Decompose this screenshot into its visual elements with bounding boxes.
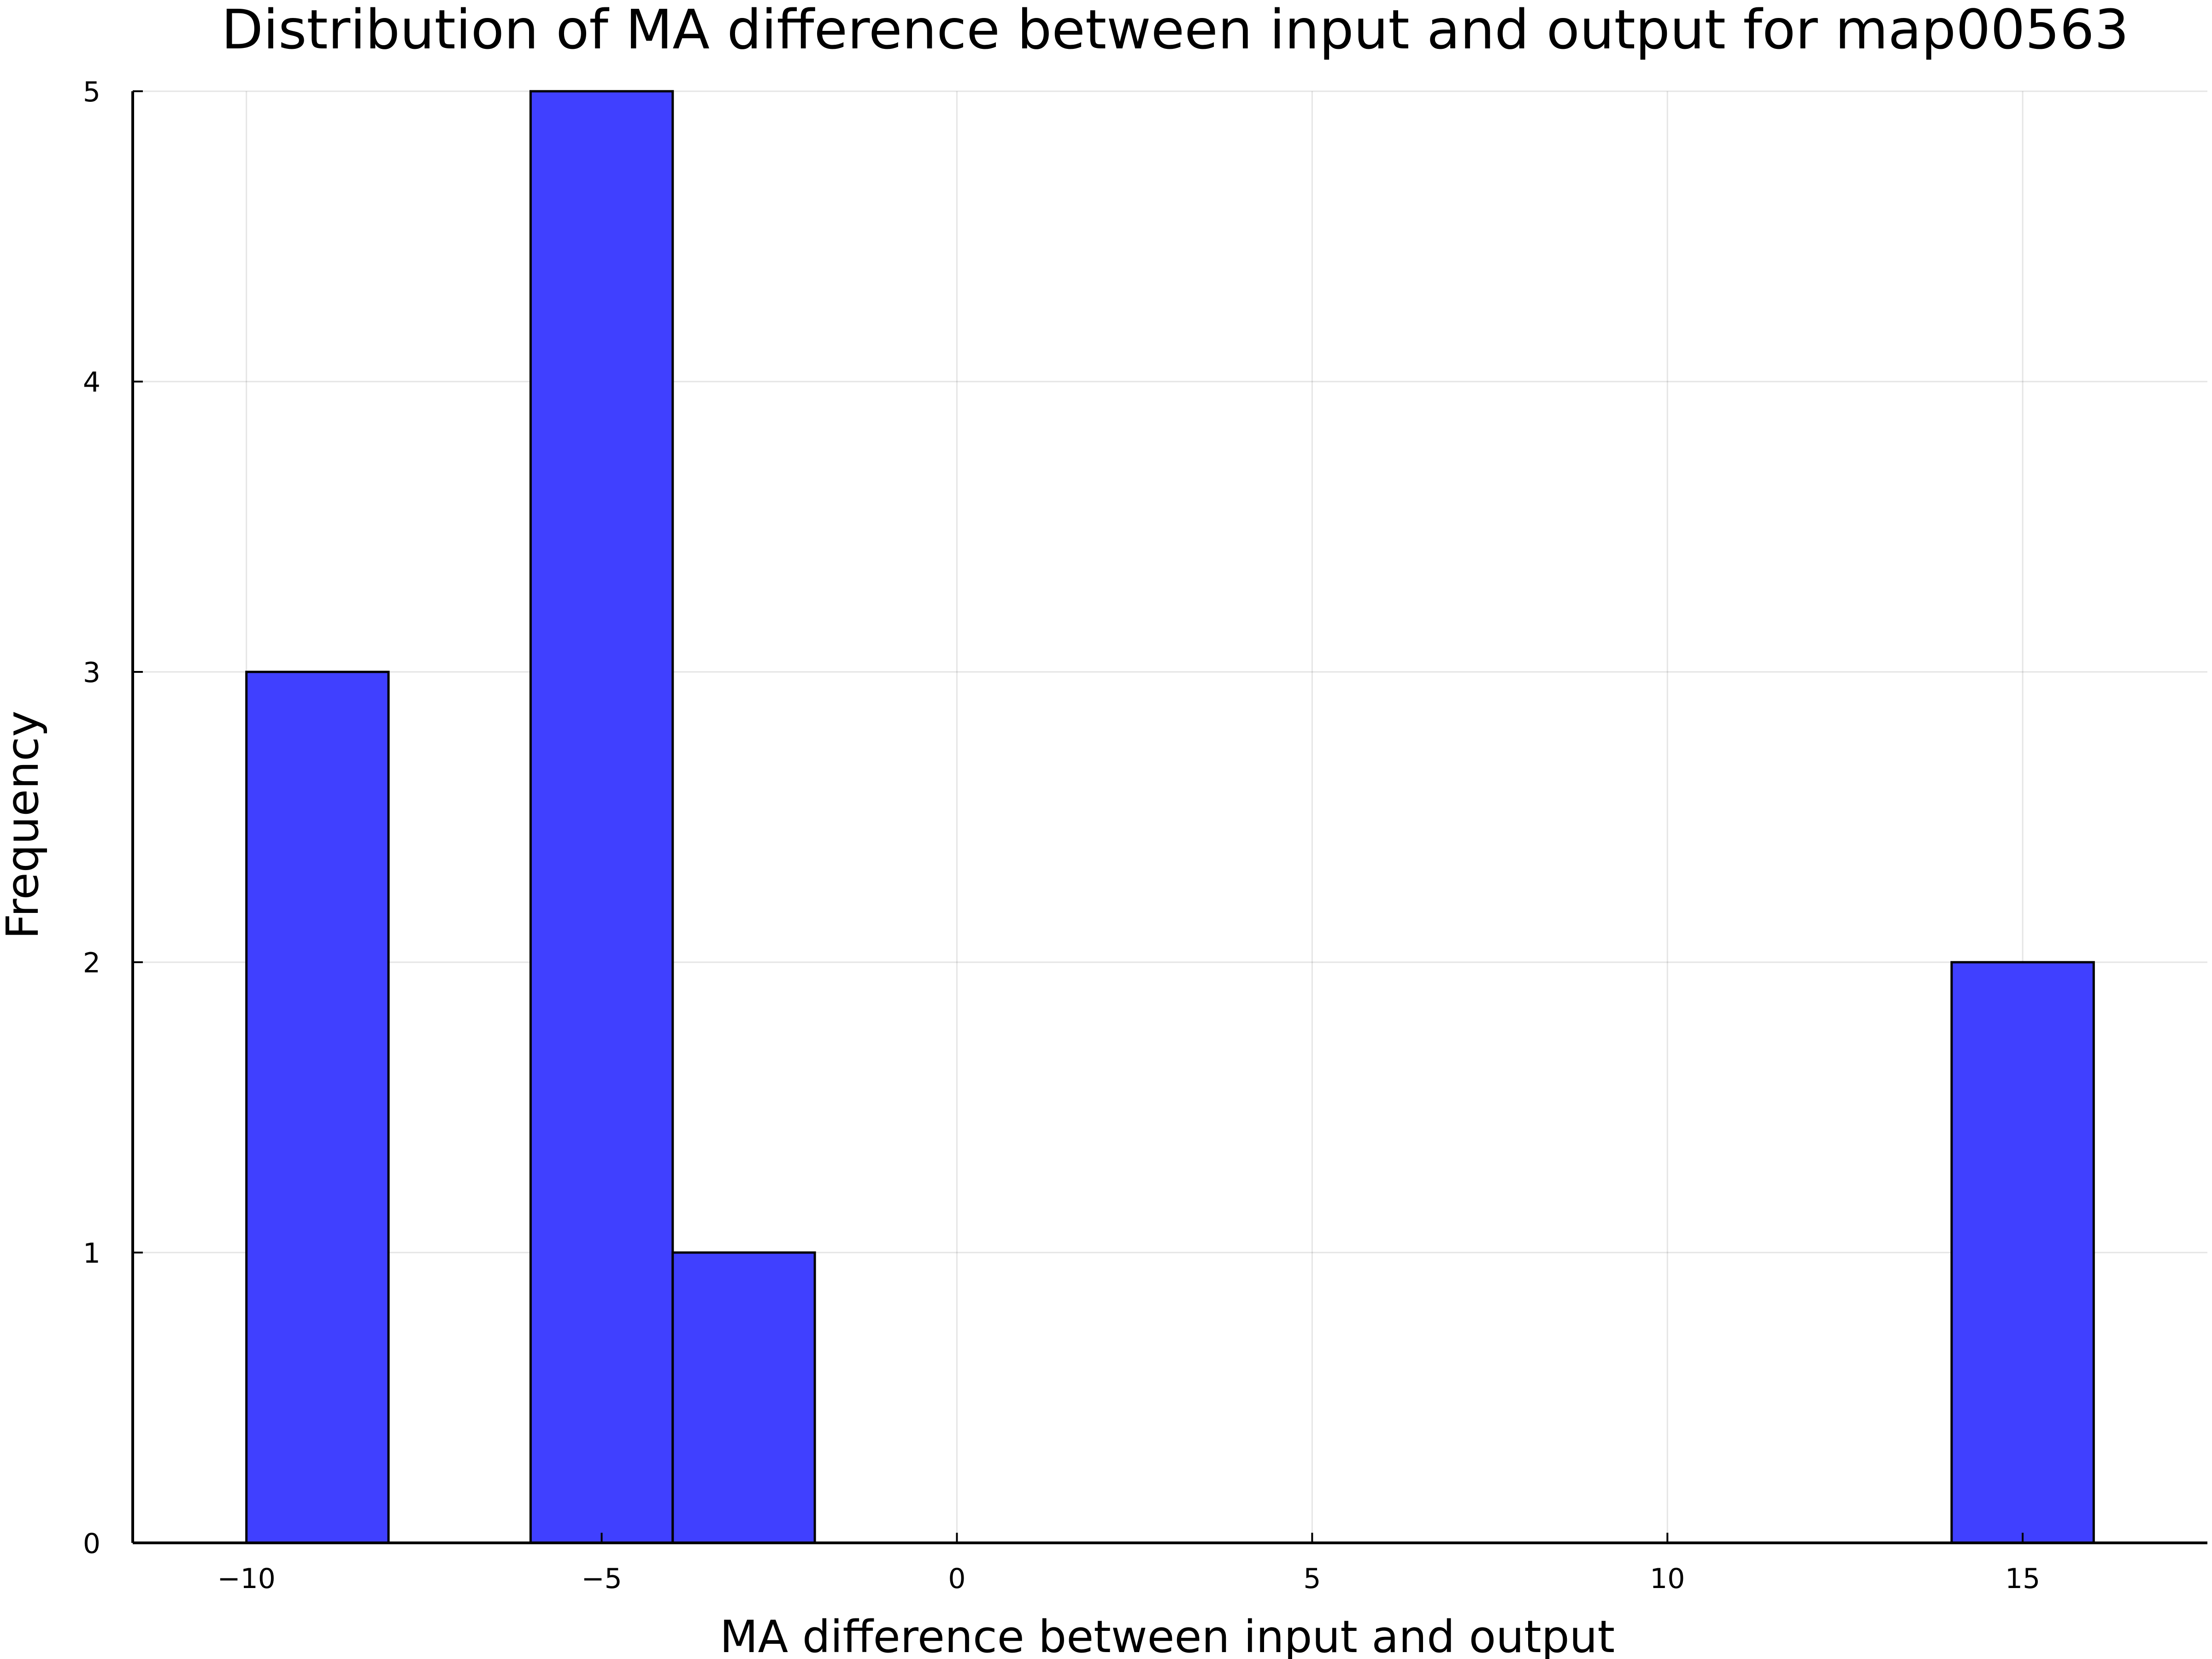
- y-tick-label: 3: [83, 657, 100, 689]
- y-tick-label: 1: [83, 1237, 100, 1270]
- y-tick-label: 0: [83, 1528, 100, 1560]
- x-tick-label: 15: [2005, 1563, 2040, 1595]
- x-tick-label: −5: [581, 1563, 622, 1595]
- y-tick-label: 5: [83, 76, 100, 108]
- grid: [133, 90, 2207, 1543]
- histogram-bar: [671, 1251, 816, 1544]
- x-axis-title: MA difference between input and output: [720, 1611, 1615, 1659]
- histogram-bar: [245, 671, 390, 1544]
- histogram-bar: [1950, 961, 2095, 1544]
- axes: [131, 91, 2207, 1544]
- histogram-bar: [529, 90, 674, 1544]
- chart-title: Distribution of MA difference between in…: [221, 0, 2129, 61]
- y-axis-title: Frequency: [0, 711, 48, 939]
- ticks: −10 −5 0 5 10 15 0 1 2 3 4 5: [83, 76, 2041, 1595]
- x-tick-label: −10: [217, 1563, 276, 1595]
- x-tick-label: 5: [1303, 1563, 1321, 1595]
- bars: [245, 90, 2095, 1544]
- y-tick-label: 2: [83, 947, 100, 979]
- x-tick-label: 0: [948, 1563, 965, 1595]
- y-tick-label: 4: [83, 366, 100, 399]
- x-tick-label: 10: [1650, 1563, 1685, 1595]
